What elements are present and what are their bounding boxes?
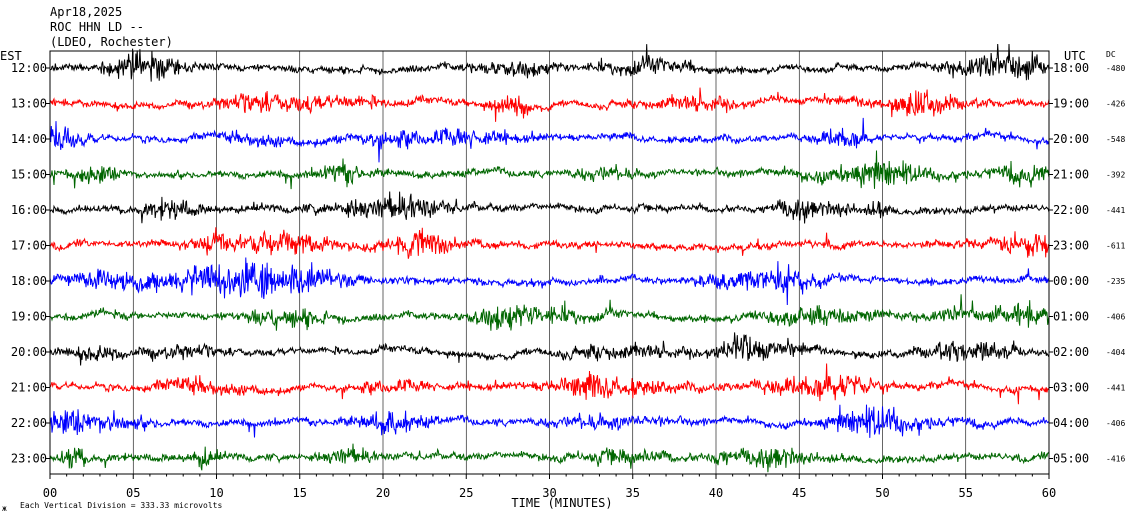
x-axis-tick-labels: 00 05 10 15 20 25 30 35 40 45 50 55 60 (43, 486, 1056, 500)
utc-hour-label: 05:00 (1053, 452, 1089, 466)
trace-1700 (49, 227, 1050, 259)
dc-offset-label: -548 (1106, 135, 1125, 144)
est-hour-label: 15:00 (11, 168, 47, 182)
est-hour-label: 22:00 (11, 416, 47, 430)
x-tick-label: 20 (376, 486, 390, 500)
utc-hour-label: 18:00 (1053, 61, 1089, 75)
trace-1400 (49, 117, 1050, 163)
x-tick-label: 45 (792, 486, 806, 500)
est-hour-label: 14:00 (11, 132, 47, 146)
dc-offset-label: -441 (1106, 206, 1125, 215)
trace-1200 (49, 43, 1050, 82)
trace-2000 (49, 332, 1050, 366)
vertical-gridlines (132, 51, 967, 474)
dc-offset-labels: -480 -426 -548 -392 -441 -611 -235 -406 -404 -441… (1106, 64, 1125, 464)
utc-hour-label: 22:00 (1053, 203, 1089, 217)
scale-note: Each Vertical Division = 333.33 microvol… (20, 501, 222, 510)
utc-time-labels: 18:00 19:00 20:00 21:00 22:00 23:00 00:00 01:00… (1049, 61, 1089, 466)
dc-offset-label: -406 (1106, 419, 1125, 428)
dc-column-title: DC (1106, 50, 1116, 59)
est-hour-label: 21:00 (11, 381, 47, 395)
x-tick-label: 30 (542, 486, 556, 500)
network-label: (LDEO, Rochester) (50, 35, 173, 49)
utc-hour-label: 21:00 (1053, 168, 1089, 182)
dc-offset-label: -235 (1106, 277, 1125, 286)
est-hour-label: 20:00 (11, 345, 47, 359)
utc-hour-label: 02:00 (1053, 345, 1089, 359)
dc-offset-label: -611 (1106, 242, 1125, 251)
est-hour-label: 13:00 (11, 97, 47, 111)
est-axis-title: EST (0, 49, 22, 63)
est-hour-label: 17:00 (11, 239, 47, 253)
dc-offset-label: -441 (1106, 384, 1125, 393)
utc-hour-label: 00:00 (1053, 274, 1089, 288)
x-tick-label: 40 (709, 486, 723, 500)
est-hour-label: 19:00 (11, 310, 47, 324)
est-hour-label: 16:00 (11, 203, 47, 217)
date-label: Apr18,2025 (50, 5, 122, 19)
trace-1500 (49, 150, 1050, 190)
station-label: ROC HHN LD -- (50, 20, 144, 34)
utc-hour-label: 01:00 (1053, 310, 1089, 324)
trace-2100 (49, 363, 1050, 405)
x-tick-label: 35 (626, 486, 640, 500)
utc-hour-label: 20:00 (1053, 132, 1089, 146)
dc-offset-label: -404 (1106, 348, 1125, 357)
x-axis-title: TIME (MINUTES) (511, 496, 612, 510)
dc-offset-label: -480 (1106, 64, 1125, 73)
trace-1900 (49, 294, 1050, 331)
utc-axis-title: UTC (1064, 49, 1086, 63)
x-tick-label: 60 (1042, 486, 1056, 500)
est-hour-label: 23:00 (11, 452, 47, 466)
x-tick-label: 15 (293, 486, 307, 500)
utc-hour-label: 03:00 (1053, 381, 1089, 395)
dc-offset-label: -406 (1106, 313, 1125, 322)
est-hour-label: 18:00 (11, 274, 47, 288)
utc-hour-label: 04:00 (1053, 416, 1089, 430)
x-tick-label: 00 (43, 486, 57, 500)
dc-offset-label: -392 (1106, 171, 1125, 180)
dc-offset-label: -426 (1106, 100, 1125, 109)
seismic-traces (49, 43, 1050, 473)
est-time-labels: 12:00 13:00 14:00 15:00 16:00 17:00 18:00 19:00… (11, 61, 50, 466)
trace-1600 (49, 191, 1050, 224)
trace-2200 (49, 404, 1050, 438)
x-tick-label: 55 (959, 486, 973, 500)
x-tick-label: 25 (459, 486, 473, 500)
x-tick-label: 50 (875, 486, 889, 500)
trace-1800 (49, 257, 1050, 306)
utc-hour-label: 19:00 (1053, 97, 1089, 111)
x-tick-label: 05 (126, 486, 140, 500)
x-tick-label: 10 (209, 486, 223, 500)
dc-offset-label: -416 (1106, 455, 1125, 464)
utc-hour-label: 23:00 (1053, 239, 1089, 253)
est-hour-label: 12:00 (11, 61, 47, 75)
corner-mark: ж (2, 504, 7, 513)
x-axis-ticks (49, 474, 1050, 479)
trace-2300 (49, 443, 1050, 473)
trace-1300 (49, 87, 1050, 122)
